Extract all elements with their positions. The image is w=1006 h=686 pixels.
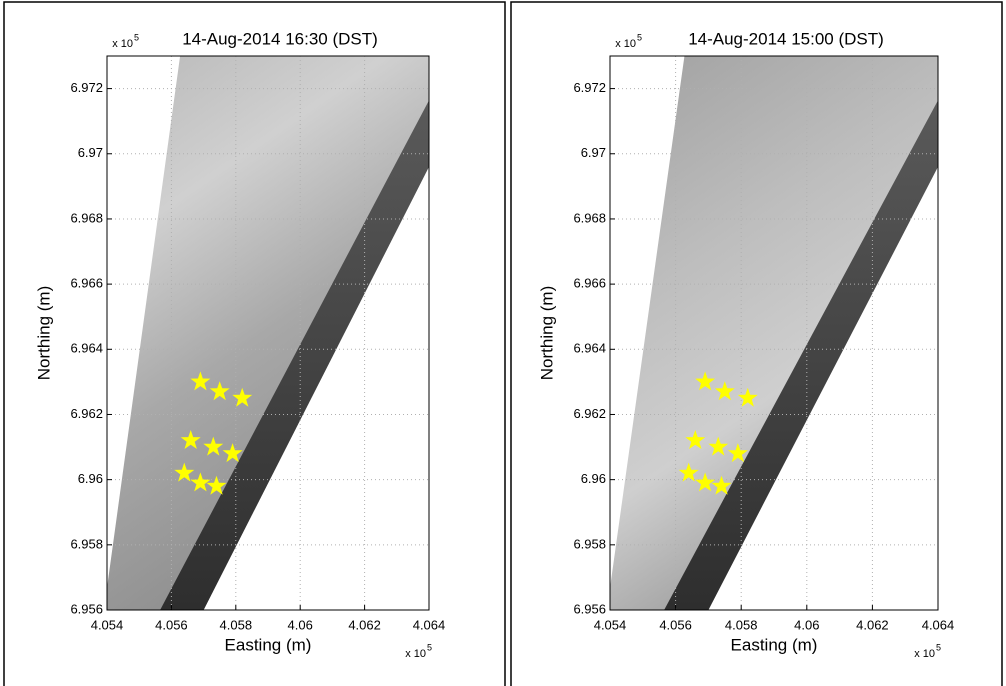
x-tick-label: 4.064 (413, 617, 446, 632)
y-tick-label: 6.964 (573, 341, 606, 356)
star-marker (174, 462, 195, 482)
x-multiplier-power: 5 (936, 642, 941, 652)
y-tick-label: 6.956 (70, 601, 103, 616)
aerial-image (610, 56, 938, 610)
x-tick-label: 4.056 (155, 617, 188, 632)
chart-title: 14-Aug-2014 16:30 (DST) (182, 29, 378, 48)
star-marker (222, 443, 243, 463)
axes-box (609, 55, 939, 611)
aerial-image (107, 56, 429, 610)
y-tick-label: 6.958 (573, 536, 606, 551)
x-tick-label: 4.054 (91, 617, 124, 632)
panel-frame (3, 1, 506, 686)
star-marker (685, 430, 706, 449)
panel-frame (510, 1, 1003, 686)
y-tick-label: 6.96 (581, 471, 606, 486)
x-tick-label: 4.062 (856, 617, 889, 632)
chart-title: 14-Aug-2014 15:00 (DST) (688, 29, 884, 48)
star-marker (678, 462, 699, 482)
y-multiplier-base: x 10 (615, 38, 636, 50)
aerial-image-shadow (664, 100, 938, 610)
star-marker (232, 387, 253, 407)
star-marker (190, 371, 211, 391)
x-multiplier-base: x 10 (914, 648, 935, 660)
y-axis-label: Northing (m) (34, 286, 53, 380)
x-tick-label: 4.054 (594, 617, 627, 632)
y-tick-label: 6.972 (573, 80, 606, 95)
y-tick-label: 6.96 (78, 471, 103, 486)
y-tick-label: 6.962 (573, 406, 606, 421)
y-multiplier-power: 5 (134, 32, 139, 42)
star-marker (203, 436, 224, 456)
star-marker (695, 371, 716, 391)
x-multiplier-base: x 10 (405, 648, 426, 660)
y-tick-label: 6.968 (573, 210, 606, 225)
x-tick-label: 4.058 (220, 617, 253, 632)
star-marker (737, 387, 758, 407)
aerial-image-shadow (160, 100, 429, 610)
x-tick-label: 4.062 (348, 617, 381, 632)
y-tick-label: 6.97 (581, 145, 606, 160)
x-axis-label: Easting (m) (225, 635, 312, 654)
x-multiplier-power: 5 (427, 642, 432, 652)
y-multiplier-base: x 10 (112, 38, 133, 50)
axes-box (106, 55, 430, 611)
x-tick-label: 4.058 (725, 617, 758, 632)
x-tick-label: 4.06 (288, 617, 313, 632)
star-marker (708, 436, 729, 456)
y-tick-label: 6.958 (70, 536, 103, 551)
y-multiplier-power: 5 (637, 32, 642, 42)
x-tick-label: 4.064 (922, 617, 955, 632)
y-tick-label: 6.968 (70, 210, 103, 225)
star-marker (711, 475, 732, 495)
x-axis-label: Easting (m) (731, 635, 818, 654)
x-tick-label: 4.06 (794, 617, 819, 632)
star-marker (695, 472, 716, 492)
star-marker (727, 443, 748, 463)
y-tick-label: 6.966 (573, 276, 606, 291)
x-tick-label: 4.056 (659, 617, 692, 632)
star-marker (714, 381, 735, 401)
y-tick-label: 6.964 (70, 341, 103, 356)
star-marker (190, 472, 211, 492)
star-marker (180, 430, 201, 449)
y-tick-label: 6.962 (70, 406, 103, 421)
y-tick-label: 6.956 (573, 601, 606, 616)
y-tick-label: 6.966 (70, 276, 103, 291)
y-axis-label: Northing (m) (537, 286, 556, 380)
star-marker (209, 381, 230, 401)
y-tick-label: 6.97 (78, 145, 103, 160)
y-tick-label: 6.972 (70, 80, 103, 95)
star-marker (206, 475, 227, 495)
